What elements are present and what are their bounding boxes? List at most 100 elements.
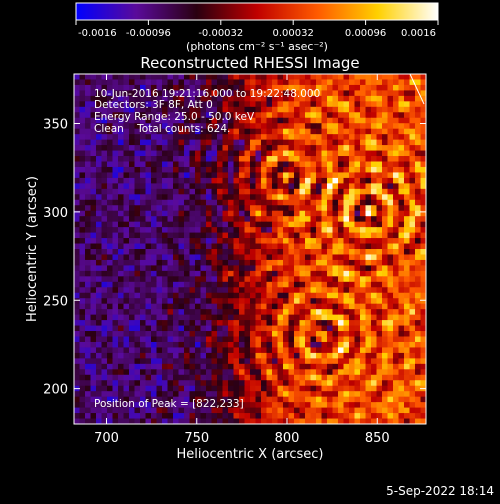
heatmap-cell xyxy=(156,347,163,354)
heatmap-cell xyxy=(321,402,328,408)
heatmap-cell xyxy=(129,413,135,419)
heatmap-cell xyxy=(283,117,289,124)
heatmap-cell xyxy=(365,254,372,261)
heatmap-cell xyxy=(299,341,306,348)
heatmap-cell xyxy=(112,156,119,162)
heatmap-cell xyxy=(189,385,196,392)
heatmap-cell xyxy=(343,374,350,381)
heatmap-cell xyxy=(365,123,372,130)
heatmap-cell xyxy=(294,79,300,86)
heatmap-cell xyxy=(112,413,119,419)
heatmap-cell xyxy=(90,74,97,80)
heatmap-cell xyxy=(371,216,377,223)
heatmap-cell xyxy=(365,199,372,206)
heatmap-cell xyxy=(134,123,141,130)
heatmap-cell xyxy=(228,303,234,310)
heatmap-cell xyxy=(79,205,86,212)
heatmap-cell xyxy=(217,336,223,343)
heatmap-cell xyxy=(228,320,234,326)
heatmap-cell xyxy=(415,385,421,392)
heatmap-cell xyxy=(162,325,168,332)
heatmap-cell xyxy=(316,369,322,376)
heatmap-cell xyxy=(112,407,119,414)
heatmap-cell xyxy=(85,358,91,365)
heatmap-cell xyxy=(162,188,168,195)
heatmap-cell xyxy=(343,380,350,387)
heatmap-cell xyxy=(79,369,86,376)
heatmap-cell xyxy=(365,380,372,387)
heatmap-cell xyxy=(261,232,267,239)
heatmap-cell xyxy=(85,374,91,381)
heatmap-cell xyxy=(189,74,196,80)
heatmap-cell xyxy=(404,358,410,365)
heatmap-cell xyxy=(393,325,399,332)
heatmap-cell xyxy=(228,347,234,354)
heatmap-cell xyxy=(365,249,372,255)
heatmap-cell xyxy=(118,407,124,414)
heatmap-cell xyxy=(118,238,124,244)
heatmap-cell xyxy=(222,243,229,250)
heatmap-cell xyxy=(129,352,135,359)
heatmap-cell xyxy=(151,112,157,119)
heatmap-cell xyxy=(162,183,168,190)
heatmap-cell xyxy=(112,369,119,376)
heatmap-cell xyxy=(343,396,350,403)
heatmap-cell xyxy=(277,188,284,195)
heatmap-cell xyxy=(255,238,262,244)
heatmap-cell xyxy=(129,84,135,91)
heatmap-cell xyxy=(360,199,366,206)
heatmap-cell xyxy=(112,123,119,130)
heatmap-cell xyxy=(140,336,146,343)
heatmap-cell xyxy=(233,292,240,299)
heatmap-cell xyxy=(294,391,300,398)
heatmap-cell xyxy=(206,341,212,348)
heatmap-cell xyxy=(349,84,355,91)
heatmap-cell xyxy=(404,249,410,255)
heatmap-cell xyxy=(354,210,361,217)
heatmap-cell xyxy=(393,320,399,326)
heatmap-cell xyxy=(96,358,102,365)
heatmap-cell xyxy=(283,380,289,387)
heatmap-cell xyxy=(354,134,361,141)
heatmap-cell xyxy=(338,341,344,348)
heatmap-cell xyxy=(118,150,124,157)
heatmap-cell xyxy=(118,221,124,228)
heatmap-cell xyxy=(321,396,328,403)
heatmap-cell xyxy=(206,325,212,332)
heatmap-cell xyxy=(123,254,130,261)
heatmap-cell xyxy=(255,90,262,97)
heatmap-cell xyxy=(195,347,201,354)
heatmap-cell xyxy=(167,210,174,217)
heatmap-cell xyxy=(261,287,267,294)
heatmap-cell xyxy=(123,95,130,102)
heatmap-cell xyxy=(151,199,157,206)
heatmap-cell xyxy=(398,331,405,337)
heatmap-cell xyxy=(107,314,113,321)
heatmap-cell xyxy=(266,265,273,272)
heatmap-cell xyxy=(195,145,201,151)
heatmap-cell xyxy=(343,183,350,190)
heatmap-cell xyxy=(398,156,405,162)
heatmap-cell xyxy=(167,341,174,348)
heatmap-cell xyxy=(206,380,212,387)
heatmap-cell xyxy=(338,183,344,190)
heatmap-cell xyxy=(211,188,218,195)
heatmap-cell xyxy=(184,112,190,119)
heatmap-cell xyxy=(90,243,97,250)
heatmap-cell xyxy=(167,320,174,326)
heatmap-cell xyxy=(349,221,355,228)
heatmap-cell xyxy=(118,358,124,365)
heatmap-cell xyxy=(112,358,119,365)
heatmap-cell xyxy=(415,177,421,184)
heatmap-cell xyxy=(310,309,317,316)
heatmap-cell xyxy=(250,101,256,108)
heatmap-cell xyxy=(409,309,416,316)
heatmap-cell xyxy=(299,320,306,326)
heatmap-cell xyxy=(321,385,328,392)
heatmap-cell xyxy=(107,352,113,359)
heatmap-cell xyxy=(277,117,284,124)
heatmap-cell xyxy=(85,396,91,403)
heatmap-cell xyxy=(244,210,251,217)
heatmap-cell xyxy=(393,123,399,130)
heatmap-cell xyxy=(107,369,113,376)
